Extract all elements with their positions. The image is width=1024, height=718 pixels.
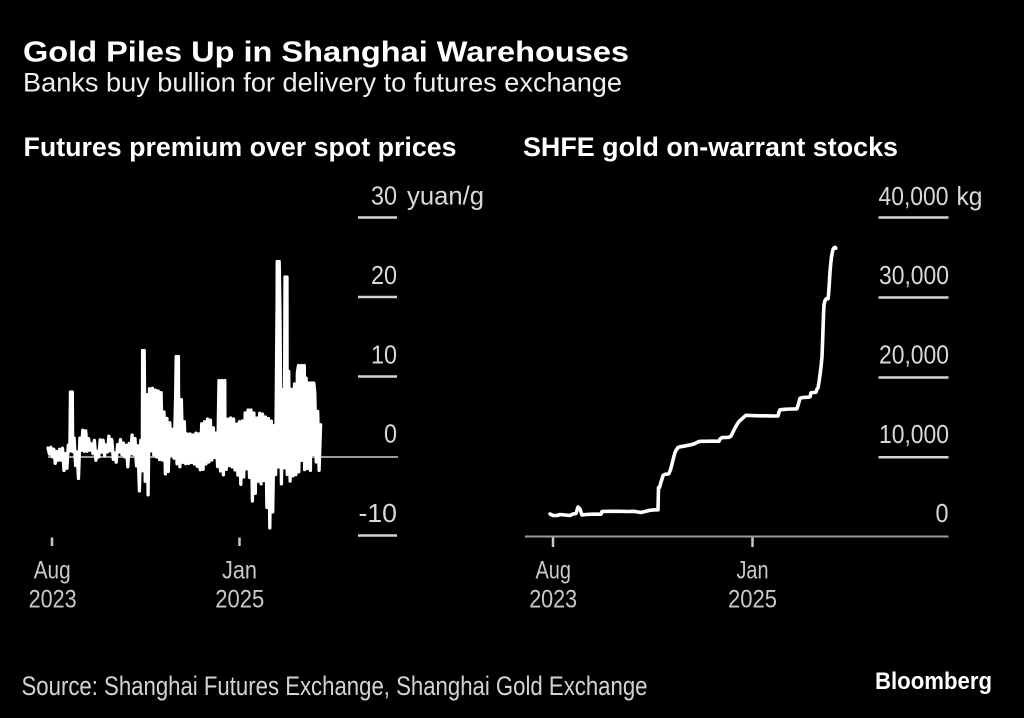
- svg-text:Jan: Jan: [222, 557, 257, 585]
- svg-text:kg: kg: [957, 181, 983, 211]
- svg-text:Aug: Aug: [535, 557, 571, 585]
- svg-text:Source: Shanghai Futures Excha: Source: Shanghai Futures Exchange, Shang…: [22, 671, 648, 701]
- svg-text:SHFE gold on-warrant stocks: SHFE gold on-warrant stocks: [523, 132, 898, 162]
- svg-text:30: 30: [371, 181, 397, 211]
- svg-text:2023: 2023: [529, 586, 577, 614]
- svg-text:20,000: 20,000: [879, 340, 949, 370]
- svg-text:10: 10: [371, 340, 397, 370]
- svg-text:yuan/g: yuan/g: [407, 181, 484, 211]
- svg-text:2025: 2025: [215, 586, 264, 614]
- svg-text:Futures premium over spot pric: Futures premium over spot prices: [24, 132, 457, 162]
- svg-text:-10: -10: [359, 498, 398, 528]
- svg-text:0: 0: [936, 498, 949, 528]
- svg-text:0: 0: [384, 419, 397, 449]
- svg-text:Aug: Aug: [34, 557, 71, 585]
- svg-text:40,000: 40,000: [879, 181, 949, 211]
- svg-text:Jan: Jan: [737, 557, 769, 585]
- svg-text:Gold Piles Up in Shanghai Ware: Gold Piles Up in Shanghai Warehouses: [23, 37, 629, 69]
- svg-text:Banks buy bullion for delivery: Banks buy bullion for delivery to future…: [23, 68, 622, 98]
- svg-text:10,000: 10,000: [879, 419, 949, 449]
- svg-text:30,000: 30,000: [879, 260, 949, 290]
- svg-text:2025: 2025: [728, 586, 777, 614]
- svg-text:2023: 2023: [29, 586, 77, 614]
- svg-text:20: 20: [371, 260, 397, 290]
- svg-text:Bloomberg: Bloomberg: [875, 668, 992, 695]
